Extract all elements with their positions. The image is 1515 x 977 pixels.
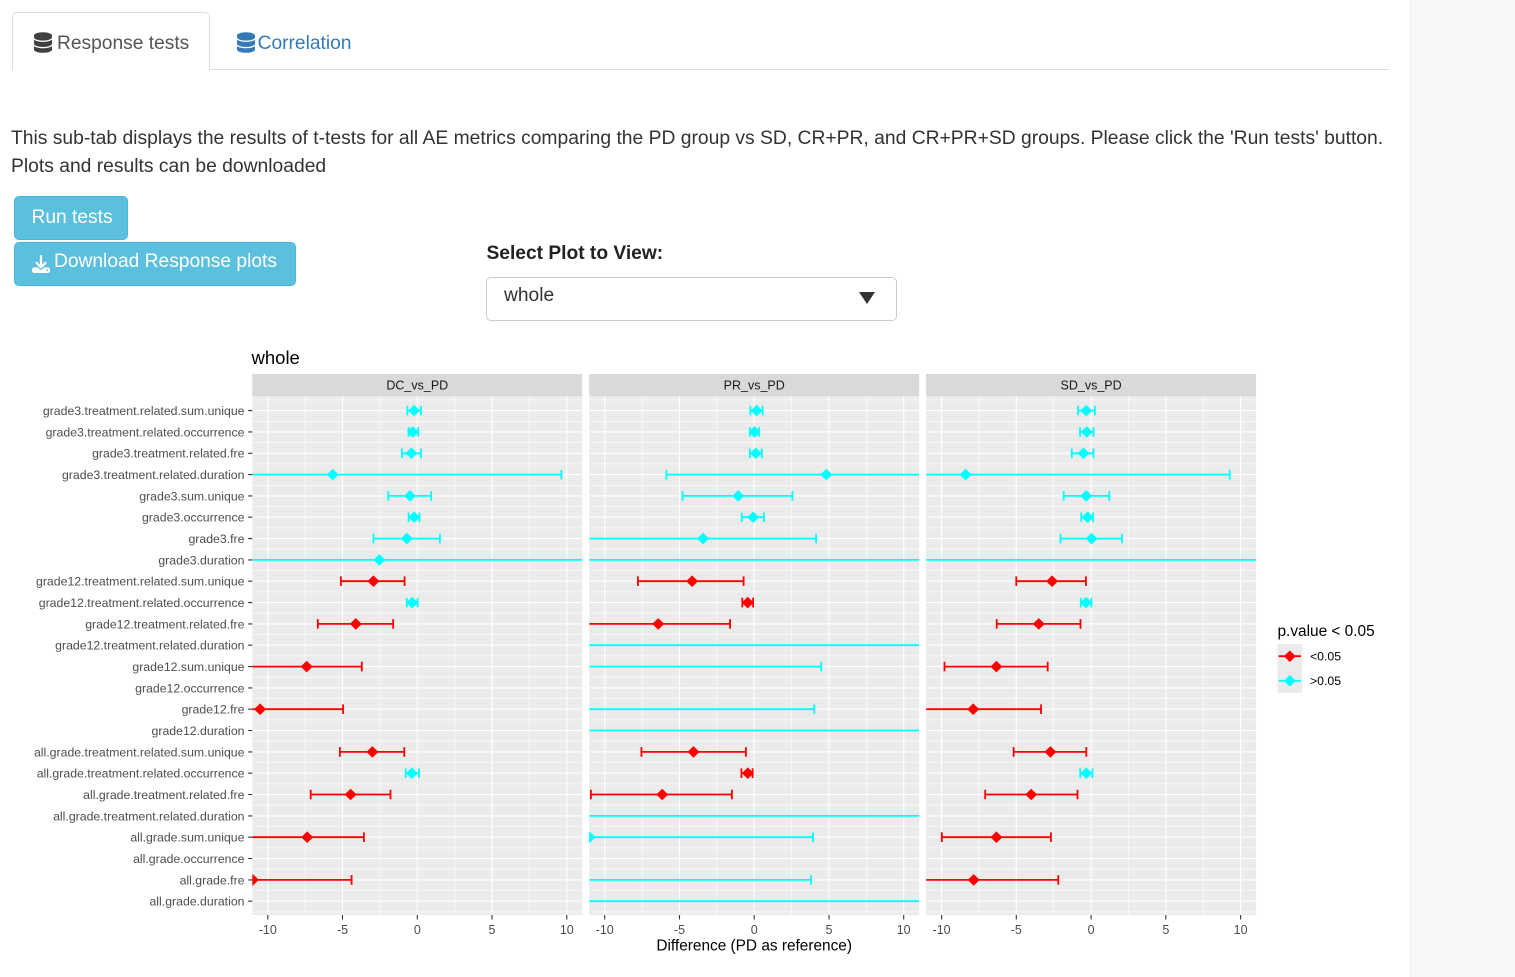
svg-text:all.grade.treatment.related.oc: all.grade.treatment.related.occurrence: [37, 767, 245, 781]
svg-text:grade12.sum.unique: grade12.sum.unique: [132, 660, 244, 674]
svg-text:all.grade.sum.unique: all.grade.sum.unique: [130, 831, 244, 845]
svg-text:all.grade.treatment.related.su: all.grade.treatment.related.sum.unique: [34, 745, 245, 759]
svg-text:all.grade.duration: all.grade.duration: [149, 895, 244, 909]
svg-text:5: 5: [826, 923, 833, 937]
svg-text:5: 5: [489, 923, 496, 937]
svg-text:grade12.treatment.related.fre: grade12.treatment.related.fre: [85, 617, 244, 631]
svg-text:5: 5: [1162, 923, 1169, 937]
svg-text:all.grade.fre: all.grade.fre: [180, 873, 245, 887]
svg-text:grade12.treatment.related.dura: grade12.treatment.related.duration: [55, 639, 245, 653]
svg-text:whole: whole: [251, 347, 300, 368]
svg-text:grade3.duration: grade3.duration: [158, 553, 244, 567]
svg-text:DC_vs_PD: DC_vs_PD: [386, 379, 448, 393]
svg-text:grade3.fre: grade3.fre: [188, 532, 244, 546]
svg-text:-5: -5: [1011, 923, 1022, 937]
svg-text:grade3.treatment.related.fre: grade3.treatment.related.fre: [92, 447, 245, 461]
svg-text:0: 0: [414, 923, 421, 937]
svg-text:PR_vs_PD: PR_vs_PD: [724, 379, 785, 393]
svg-text:<0.05: <0.05: [1310, 650, 1341, 664]
svg-text:10: 10: [560, 923, 574, 937]
svg-text:-5: -5: [674, 923, 685, 937]
svg-text:>0.05: >0.05: [1310, 674, 1341, 688]
svg-text:all.grade.occurrence: all.grade.occurrence: [133, 852, 245, 866]
svg-text:grade3.occurrence: grade3.occurrence: [142, 511, 245, 525]
svg-text:10: 10: [897, 923, 911, 937]
svg-text:p.value < 0.05: p.value < 0.05: [1278, 623, 1375, 640]
svg-text:grade12.treatment.related.occu: grade12.treatment.related.occurrence: [39, 596, 245, 610]
svg-text:grade3.treatment.related.sum.u: grade3.treatment.related.sum.unique: [43, 404, 245, 418]
svg-text:SD_vs_PD: SD_vs_PD: [1061, 379, 1122, 393]
svg-text:grade3.treatment.related.durat: grade3.treatment.related.duration: [62, 468, 245, 482]
svg-text:grade12.treatment.related.sum.: grade12.treatment.related.sum.unique: [36, 575, 245, 589]
svg-text:0: 0: [1088, 923, 1095, 937]
svg-text:all.grade.treatment.related.fr: all.grade.treatment.related.fre: [83, 788, 244, 802]
svg-text:Difference (PD as reference): Difference (PD as reference): [656, 938, 852, 955]
svg-text:grade12.fre: grade12.fre: [182, 703, 245, 717]
svg-text:-10: -10: [933, 923, 951, 937]
svg-text:grade12.occurrence: grade12.occurrence: [135, 681, 245, 695]
svg-text:all.grade.treatment.related.du: all.grade.treatment.related.duration: [53, 809, 245, 823]
svg-text:-10: -10: [259, 923, 277, 937]
svg-text:10: 10: [1234, 923, 1248, 937]
svg-text:grade3.treatment.related.occur: grade3.treatment.related.occurrence: [46, 425, 245, 439]
svg-text:-10: -10: [596, 923, 614, 937]
svg-text:0: 0: [751, 923, 758, 937]
svg-text:-5: -5: [337, 923, 348, 937]
svg-text:grade12.duration: grade12.duration: [152, 724, 245, 738]
svg-text:grade3.sum.unique: grade3.sum.unique: [139, 489, 244, 503]
